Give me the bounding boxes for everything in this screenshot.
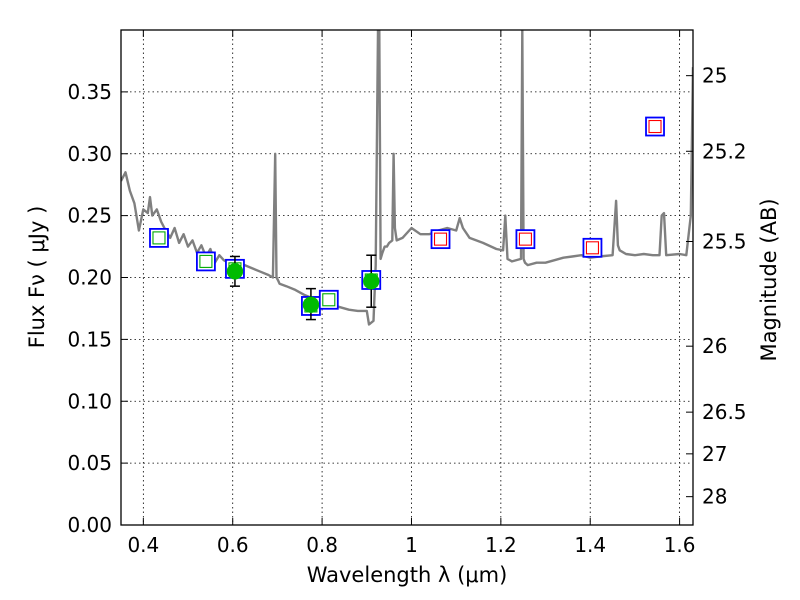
magnitude-tick-label: 26.5 <box>702 400 747 424</box>
photometry-square-marker <box>149 227 169 248</box>
magnitude-tick-label: 27 <box>702 442 727 466</box>
y-tick-label: 0.10 <box>67 389 112 413</box>
photometry-square-marker <box>430 229 451 250</box>
series-layer <box>121 30 693 326</box>
flux-point-marker <box>363 272 380 290</box>
photometry-inner-marker <box>199 254 213 268</box>
photometry-inner-marker <box>518 232 532 246</box>
photometry-square-marker <box>196 251 216 272</box>
y-axis-label: Flux Fν ( μJy ) <box>25 206 49 349</box>
x-tick-label: 1.6 <box>664 533 696 557</box>
magnitude-tick-label: 26 <box>702 334 727 358</box>
photometry-inner-marker <box>433 232 448 246</box>
magnitude-tick-label: 28 <box>702 485 727 509</box>
x-tick-label: 0.8 <box>306 533 338 557</box>
photometry-inner-marker <box>152 231 166 245</box>
photometry-inner-marker <box>322 293 336 307</box>
photometry-square-marker <box>318 289 339 310</box>
y-tick-label: 0.20 <box>67 266 112 290</box>
tick-labels: 0.4 0.6 0.8 1 1.2 1.4 1.6 0.00 0.05 0.10 0.15 0.20 0… <box>67 64 746 557</box>
x-tick-label: 1.2 <box>485 533 517 557</box>
x-tick-label: 1 <box>405 533 418 557</box>
flux-point-marker <box>302 296 320 313</box>
photometry-inner-marker <box>648 119 662 134</box>
x-tick-label: 1.4 <box>574 533 606 557</box>
y-tick-label: 0.05 <box>67 451 112 475</box>
photometry-inner-marker <box>585 241 600 255</box>
x-tick-label: 0.6 <box>217 533 249 557</box>
y2-axis-label: Magnitude (AB) <box>757 198 781 361</box>
photometry-square-marker <box>582 237 603 258</box>
magnitude-tick-label: 25.5 <box>702 229 747 253</box>
flux-point-marker <box>226 263 244 280</box>
y-tick-label: 0.25 <box>67 204 112 228</box>
x-tick-label: 0.4 <box>127 533 159 557</box>
ticks <box>121 30 693 526</box>
y-tick-label: 0.15 <box>67 327 112 351</box>
magnitude-tick-label: 25 <box>702 64 727 88</box>
photometry-square-marker <box>515 229 536 250</box>
photometry-square-marker <box>645 116 665 137</box>
magnitude-tick-label: 25.2 <box>702 139 747 163</box>
y-tick-label: 0.35 <box>67 80 112 104</box>
y-tick-label: 0.30 <box>67 142 112 166</box>
x-axis-label: Wavelength λ (μm) <box>307 563 508 587</box>
y-tick-label: 0.00 <box>67 513 112 537</box>
